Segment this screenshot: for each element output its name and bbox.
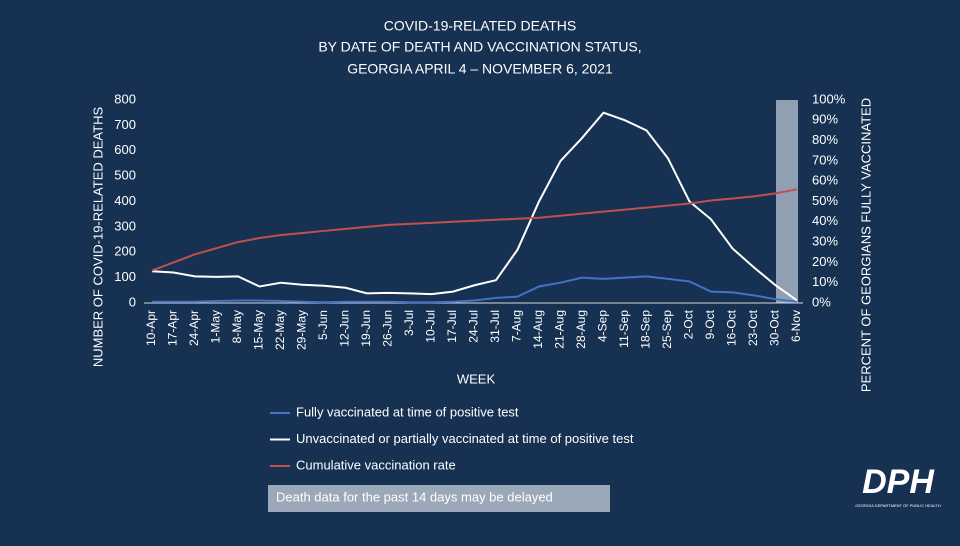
logo-subtitle: GEORGIA DEPARTMENT OF PUBLIC HEALTH — [855, 503, 941, 508]
y2-tick-label: 50% — [812, 193, 838, 208]
x-tick-label: 31-Jul — [488, 310, 502, 343]
x-tick-label: 26-Jun — [381, 310, 395, 347]
chart-title: BY DATE OF DEATH AND VACCINATION STATUS, — [318, 39, 641, 55]
y-tick-label: 700 — [114, 117, 136, 132]
y-tick-label: 200 — [114, 244, 136, 259]
x-tick-label: 10-Jul — [424, 310, 438, 343]
x-tick-label: 15-May — [252, 310, 266, 350]
y2-tick-label: 30% — [812, 234, 838, 249]
x-tick-label: 22-May — [273, 310, 287, 350]
x-tick-label: 29-May — [295, 310, 309, 350]
y2-tick-label: 70% — [812, 152, 838, 167]
series-line — [151, 188, 798, 272]
chart-title: GEORGIA APRIL 4 – NOVEMBER 6, 2021 — [347, 61, 613, 77]
note: Death data for the past 14 days may be d… — [276, 489, 553, 504]
x-tick-label: 5-Jun — [316, 310, 330, 340]
x-tick-label: 30-Oct — [768, 309, 782, 346]
y-tick-label: 500 — [114, 168, 136, 183]
x-tick-label: 28-Aug — [574, 310, 588, 349]
x-tick-label: 12-Jun — [338, 310, 352, 347]
y2-axis-label: PERCENT OF GEORGIANS FULLY VACCINATED — [858, 98, 873, 392]
x-tick-label: 16-Oct — [725, 309, 739, 346]
x-tick-label: 14-Aug — [531, 310, 545, 349]
x-tick-label: 19-Jun — [359, 310, 373, 347]
y2-tick-label: 100% — [812, 91, 846, 106]
legend-label: Fully vaccinated at time of positive tes… — [296, 404, 519, 419]
x-tick-label: 25-Sep — [660, 310, 674, 349]
y2-tick-label: 40% — [812, 213, 838, 228]
x-tick-label: 3-Jul — [402, 310, 416, 336]
x-tick-label: 11-Sep — [617, 310, 631, 348]
x-tick-label: 4-Sep — [596, 310, 610, 342]
legend-label: Unvaccinated or partially vaccinated at … — [296, 431, 634, 446]
x-tick-label: 1-May — [209, 310, 223, 343]
x-tick-label: 10-Apr — [144, 310, 158, 346]
legend-label: Cumulative vaccination rate — [296, 457, 456, 472]
series-line — [151, 111, 798, 302]
y2-tick-label: 20% — [812, 254, 838, 269]
y2-tick-label: 80% — [812, 132, 838, 147]
y-tick-label: 800 — [114, 91, 136, 106]
y-tick-label: 600 — [114, 142, 136, 157]
x-tick-label: 17-Apr — [166, 310, 180, 346]
y-tick-label: 100 — [114, 269, 136, 284]
delay-band — [776, 100, 798, 303]
x-tick-label: 24-Jul — [467, 310, 481, 343]
x-tick-label: 17-Jul — [445, 310, 459, 343]
x-tick-label: 7-Aug — [510, 310, 524, 342]
x-axis-label: WEEK — [457, 371, 496, 386]
y2-tick-label: 90% — [812, 112, 838, 127]
y2-tick-label: 60% — [812, 173, 838, 188]
series-line — [152, 275, 798, 304]
y-tick-label: 0 — [129, 294, 136, 309]
x-tick-label: 23-Oct — [746, 309, 760, 346]
note-box — [268, 485, 610, 512]
y-axis-label: NUMBER OF COVID-19-RELATED DEATHS — [90, 107, 105, 368]
x-tick-label: 21-Aug — [553, 310, 567, 349]
y-tick-label: 300 — [114, 218, 136, 233]
x-tick-label: 6-Nov — [789, 310, 803, 342]
y2-tick-label: 0% — [812, 294, 831, 309]
x-tick-label: 2-Oct — [682, 309, 696, 339]
x-tick-label: 9-Oct — [703, 309, 717, 339]
logo: DPH — [862, 463, 935, 501]
x-tick-label: 18-Sep — [639, 310, 653, 349]
x-tick-label: 24-Apr — [187, 310, 201, 346]
x-tick-label: 8-May — [230, 310, 244, 343]
y-tick-label: 400 — [114, 193, 136, 208]
chart-title: COVID-19-RELATED DEATHS — [384, 18, 576, 34]
y2-tick-label: 10% — [812, 274, 838, 289]
